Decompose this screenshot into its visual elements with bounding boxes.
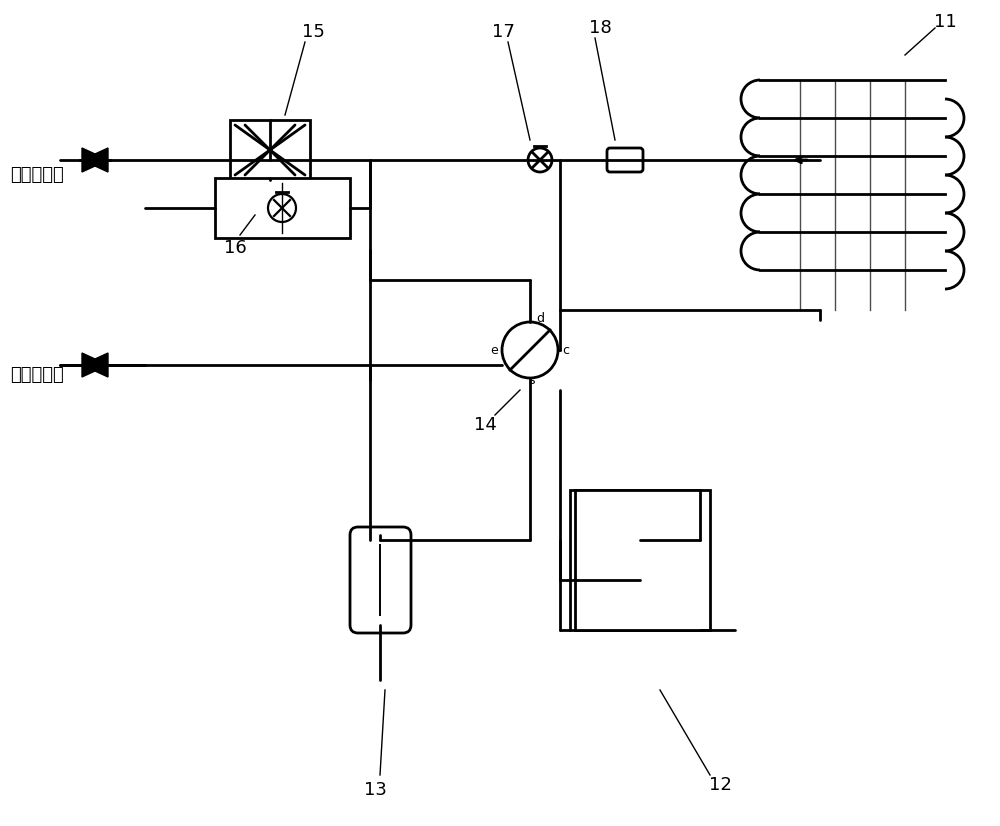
Text: 12: 12 [709,776,731,794]
Bar [570,490,700,630]
Text: s: s [529,373,535,387]
Polygon shape [82,353,108,377]
Text: 15: 15 [302,23,324,41]
Text: 16: 16 [224,239,246,257]
Bar [575,490,710,630]
Text: 13: 13 [364,781,386,799]
Text: 18: 18 [589,19,611,37]
Polygon shape [82,148,108,172]
Bar [230,120,310,180]
Text: d: d [536,311,544,325]
Polygon shape [82,148,108,172]
Text: 液管截止阀: 液管截止阀 [10,166,64,184]
Text: e: e [490,344,498,357]
Bar [215,178,350,238]
Text: 17: 17 [492,23,514,41]
Text: 11: 11 [934,13,956,31]
FancyBboxPatch shape [350,527,411,633]
Polygon shape [82,353,108,377]
FancyBboxPatch shape [607,148,643,172]
Text: c: c [562,344,570,357]
Text: 14: 14 [474,416,496,434]
Text: 气管截止阀: 气管截止阀 [10,366,64,384]
